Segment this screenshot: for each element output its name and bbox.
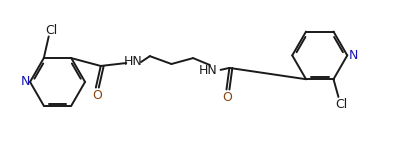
- Text: HN: HN: [199, 64, 217, 77]
- Text: HN: HN: [124, 55, 143, 68]
- Text: O: O: [223, 91, 232, 104]
- Text: N: N: [20, 75, 30, 88]
- Text: N: N: [348, 49, 358, 62]
- Text: Cl: Cl: [46, 24, 58, 37]
- Text: O: O: [92, 89, 102, 102]
- Text: Cl: Cl: [335, 98, 348, 111]
